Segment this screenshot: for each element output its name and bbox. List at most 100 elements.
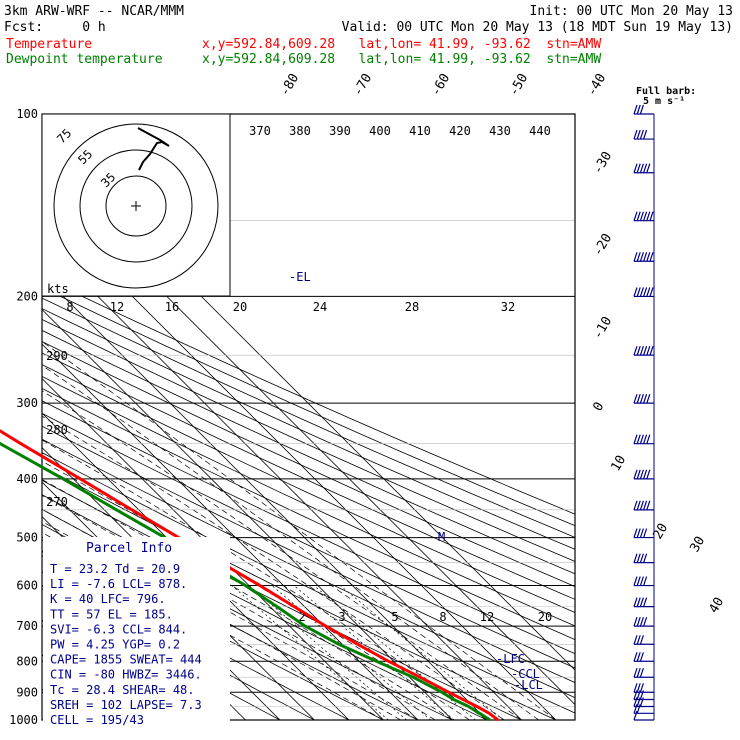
- theta-e-label: 380: [289, 124, 311, 138]
- wind-barb: [633, 287, 654, 298]
- parcel-info-row: SVI= -6.3 CCL= 844.: [50, 622, 187, 636]
- theta-e-label: 410: [409, 124, 431, 138]
- parcel-info-rows: T = 23.2 Td = 20.9LI = -7.6 LCL= 878.K =…: [50, 562, 202, 727]
- wind-barb: [633, 345, 654, 356]
- dewpoint-point: [489, 719, 491, 721]
- temperature-point: [488, 712, 491, 715]
- parcel-info-row: K = 40 LFC= 796.: [50, 592, 166, 606]
- temperature-point: [387, 660, 390, 663]
- wind-barb: [633, 576, 654, 587]
- pressure-tick-label: 500: [16, 531, 38, 545]
- isotherm-line: [42, 412, 350, 720]
- wind-barb: [633, 252, 654, 262]
- model-title: 3km ARW-WRF -- NCAR/MMM: [4, 4, 184, 19]
- wind-barb: [633, 616, 654, 627]
- lcl-marker: -LCL: [514, 678, 543, 692]
- pressure-tick-label: 900: [16, 685, 38, 699]
- mixing-ratio-label: 3: [338, 610, 345, 624]
- temperature-point: [497, 719, 499, 721]
- ccl-marker: -CCL: [511, 667, 540, 681]
- theta-e-label: 420: [449, 124, 471, 138]
- mixing-ratio-label: 12: [480, 610, 494, 624]
- wind-barb: [633, 211, 654, 222]
- inset-temp-label: 12: [110, 300, 124, 314]
- hodograph-ring-outer: [53, 123, 219, 289]
- hodograph-ring-inner: [105, 175, 167, 237]
- isotherm-line: [42, 239, 522, 720]
- wind-barb: [633, 597, 654, 608]
- dewpoint-location: x,y=592.84,609.28 lat,lon= 41.99, -93.62…: [202, 52, 601, 67]
- pressure-tick-label: 1000: [9, 713, 38, 727]
- hodograph-ring-middle: [79, 149, 193, 263]
- wind-barbs: [633, 104, 655, 721]
- temperature-profile: [0, 429, 499, 722]
- valid-time: Valid: 00 UTC Mon 20 May 13 (18 MDT Sun …: [342, 20, 733, 35]
- theta-label: 290: [46, 349, 68, 363]
- hodograph-units: kts: [47, 282, 69, 296]
- wind-barb: [633, 683, 654, 693]
- dewpoint-point: [478, 712, 481, 715]
- parcel-info-row: PW = 4.25 YGP= 0.2: [50, 638, 180, 652]
- wind-barb: [633, 469, 654, 480]
- pressure-tick-label: 100: [16, 107, 38, 121]
- hodograph-center-icon: [131, 201, 141, 211]
- mixing-ratio-label: 5: [391, 610, 398, 624]
- isotherm-line: [42, 308, 453, 720]
- moist-adiabat-line: [42, 479, 453, 720]
- isotherm-line: [42, 274, 488, 720]
- temperature-point: [462, 698, 464, 701]
- lfc-marker: -LFC: [496, 652, 525, 666]
- temperature-point: [259, 584, 261, 587]
- wind-barb: [633, 528, 654, 539]
- dewpoint-point: [0, 442, 2, 445]
- temperature-point: [293, 605, 296, 608]
- wind-barb: [633, 652, 654, 662]
- parcel-info-row: CAPE= 1855 SWEAT= 444: [50, 653, 202, 667]
- forecast-hour: Fcst: 0 h: [4, 20, 106, 35]
- theta-e-label: 370: [249, 124, 271, 138]
- dewpoint-point: [467, 705, 470, 708]
- pressure-tick-label: 200: [16, 289, 38, 303]
- theta-e-label: 390: [329, 124, 351, 138]
- wind-barb: [633, 163, 654, 174]
- parcel-info-title: Parcel Info: [86, 541, 172, 556]
- temperature-point: [356, 643, 359, 646]
- dewpoint-profile: [0, 441, 491, 722]
- wind-barb: [633, 434, 654, 445]
- hodograph-inset: 75 55 35 kts: [41, 113, 231, 297]
- isotherm-label: 40: [706, 595, 727, 616]
- theta-label: 270: [46, 495, 68, 509]
- barb-key-units: 5 m s⁻¹: [643, 96, 685, 107]
- mixing-ratio-label: 2: [298, 610, 305, 624]
- theta-e-label: 440: [529, 124, 551, 138]
- wind-barb: [633, 500, 654, 511]
- moist-adiabat-line: [42, 415, 505, 720]
- temperature-point: [419, 676, 421, 679]
- mixing-ratio-label: 8: [439, 610, 446, 624]
- moist-adiabat-line: [42, 521, 401, 720]
- dewpoint-point: [115, 509, 118, 511]
- pressure-tick-label: 600: [16, 579, 38, 593]
- theta-e-label: 430: [489, 124, 511, 138]
- inset-temp-label: 20: [233, 300, 247, 314]
- pressure-tick-label: 300: [16, 396, 38, 410]
- isotherm-label: 20: [650, 521, 671, 542]
- temperature-point: [448, 691, 450, 694]
- parcel-info-row: T = 23.2 Td = 20.9: [50, 562, 180, 576]
- parcel-info-row: CELL = 195/43: [50, 713, 144, 727]
- hodograph-trace: [137, 127, 170, 171]
- pressure-tick-label: 800: [16, 654, 38, 668]
- isotherm-label: 10: [608, 453, 629, 474]
- temperature-legend: Temperature: [6, 37, 92, 52]
- dewpoint-point: [304, 625, 306, 627]
- parcel-info-background: [43, 537, 230, 722]
- inset-temp-label: 28: [405, 300, 419, 314]
- theta-label: 280: [46, 423, 68, 437]
- wind-barb: [633, 104, 654, 115]
- temperature-point: [476, 705, 478, 708]
- dewpoint-point: [441, 691, 443, 694]
- parcel-info-row: TT = 57 EL = 185.: [50, 607, 173, 621]
- parcel-info-box: Parcel Info T = 23.2 Td = 20.9LI = -7.6 …: [43, 537, 230, 727]
- wind-barb: [633, 553, 654, 564]
